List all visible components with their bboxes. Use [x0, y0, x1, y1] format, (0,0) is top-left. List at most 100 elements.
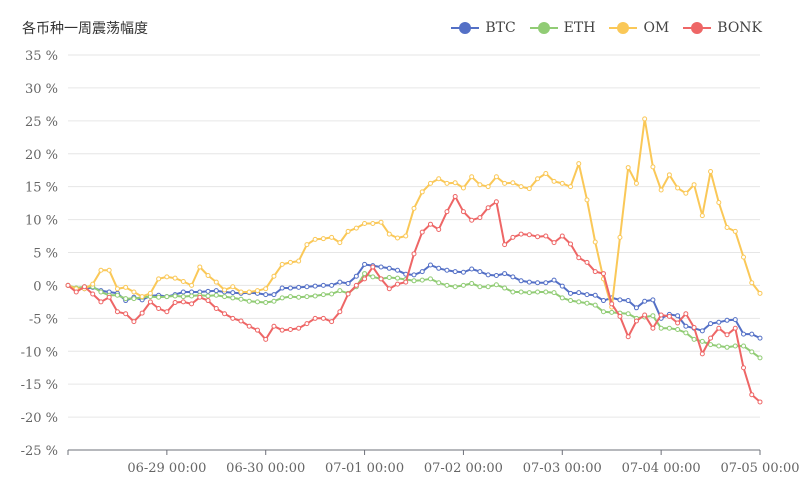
data-point-bonk: [197, 294, 203, 300]
data-point-btc: [724, 317, 730, 323]
data-point-om: [741, 254, 747, 260]
data-point-bonk: [419, 229, 425, 235]
data-point-btc: [526, 279, 532, 285]
data-point-bonk: [691, 325, 697, 331]
data-point-eth: [683, 330, 689, 336]
data-point-bonk: [518, 231, 524, 237]
legend-item-eth[interactable]: ETH: [529, 20, 595, 36]
data-point-om: [230, 284, 236, 290]
data-point-bonk: [493, 199, 499, 205]
chart-title: 各币种一周震荡幅度: [22, 21, 148, 37]
data-point-bonk: [526, 232, 532, 238]
data-point-bonk: [156, 305, 162, 311]
data-point-om: [757, 290, 763, 296]
data-point-btc: [271, 292, 277, 298]
data-point-bonk: [757, 399, 763, 405]
data-point-bonk: [436, 226, 442, 232]
legend-swatch-bonk: [683, 21, 712, 35]
data-point-eth: [296, 294, 302, 300]
legend-swatch-btc: [451, 21, 480, 35]
y-tick-label: -25 %: [21, 444, 58, 459]
data-point-btc: [304, 284, 310, 290]
data-point-bonk: [81, 284, 87, 290]
data-point-bonk: [502, 242, 508, 248]
y-tick-label: 0 %: [33, 279, 58, 294]
data-point-om: [592, 239, 598, 245]
data-point-btc: [683, 323, 689, 329]
data-point-bonk: [469, 217, 475, 223]
data-point-om: [180, 278, 186, 284]
data-point-eth: [502, 285, 508, 291]
data-point-om: [708, 169, 714, 175]
data-point-bonk: [559, 233, 565, 239]
data-point-btc: [716, 319, 722, 325]
legend: BTC ETH OM BONK: [451, 20, 762, 36]
data-point-btc: [180, 289, 186, 295]
data-point-bonk: [584, 259, 590, 265]
data-point-eth: [222, 294, 228, 300]
data-point-bonk: [73, 289, 79, 295]
data-point-bonk: [271, 323, 277, 329]
data-point-om: [205, 273, 211, 279]
y-tick-label: -5 %: [29, 312, 58, 327]
legend-item-btc[interactable]: BTC: [451, 20, 516, 36]
data-point-btc: [279, 285, 285, 291]
data-point-btc: [452, 269, 458, 275]
data-point-bonk: [254, 327, 260, 333]
data-point-om: [263, 286, 269, 292]
data-point-bonk: [732, 325, 738, 331]
data-point-btc: [535, 280, 541, 286]
data-point-bonk: [699, 351, 705, 357]
data-point-eth: [164, 294, 170, 300]
data-point-om: [329, 234, 335, 240]
data-point-eth: [551, 290, 557, 296]
data-point-btc: [600, 298, 606, 304]
data-point-om: [642, 116, 648, 122]
data-point-bonk: [263, 336, 269, 342]
x-tick-label: 07-04 00:00: [622, 461, 701, 476]
data-point-btc: [699, 328, 705, 334]
y-tick-label: -20 %: [21, 411, 58, 426]
data-point-bonk: [139, 310, 145, 316]
data-point-om: [156, 276, 162, 282]
data-point-eth: [329, 291, 335, 297]
data-point-eth: [436, 280, 442, 286]
data-point-eth: [510, 289, 516, 295]
data-point-btc: [419, 269, 425, 275]
data-point-btc: [287, 285, 293, 291]
data-point-om: [559, 180, 565, 186]
data-point-bonk: [724, 332, 730, 338]
data-point-eth: [419, 277, 425, 283]
data-point-bonk: [320, 315, 326, 321]
data-point-om: [477, 182, 483, 188]
data-point-bonk: [222, 311, 228, 317]
data-point-btc: [296, 284, 302, 290]
legend-item-om[interactable]: OM: [609, 20, 669, 36]
data-point-bonk: [683, 311, 689, 317]
data-point-btc: [460, 269, 466, 275]
data-point-bonk: [460, 209, 466, 215]
data-point-bonk: [189, 301, 195, 307]
data-point-om: [370, 221, 376, 227]
data-point-om: [312, 236, 318, 242]
data-point-eth: [625, 311, 631, 317]
data-point-eth: [395, 275, 401, 281]
data-point-om: [749, 280, 755, 286]
legend-item-bonk[interactable]: BONK: [683, 20, 762, 36]
data-point-eth: [460, 282, 466, 288]
data-point-btc: [189, 289, 195, 295]
data-point-om: [436, 176, 442, 182]
data-point-eth: [592, 302, 598, 308]
data-point-bonk: [106, 294, 112, 300]
data-point-om: [543, 171, 549, 176]
data-point-eth: [559, 295, 565, 301]
data-point-bonk: [329, 319, 335, 325]
x-tick-label: 07-01 00:00: [325, 461, 404, 476]
data-point-btc: [230, 290, 236, 296]
x-tick-label: 07-05 00:00: [720, 461, 799, 476]
data-point-btc: [353, 273, 359, 279]
data-point-bonk: [230, 315, 236, 321]
data-point-bonk: [452, 194, 458, 200]
data-point-bonk: [287, 327, 293, 333]
data-point-om: [320, 236, 326, 242]
